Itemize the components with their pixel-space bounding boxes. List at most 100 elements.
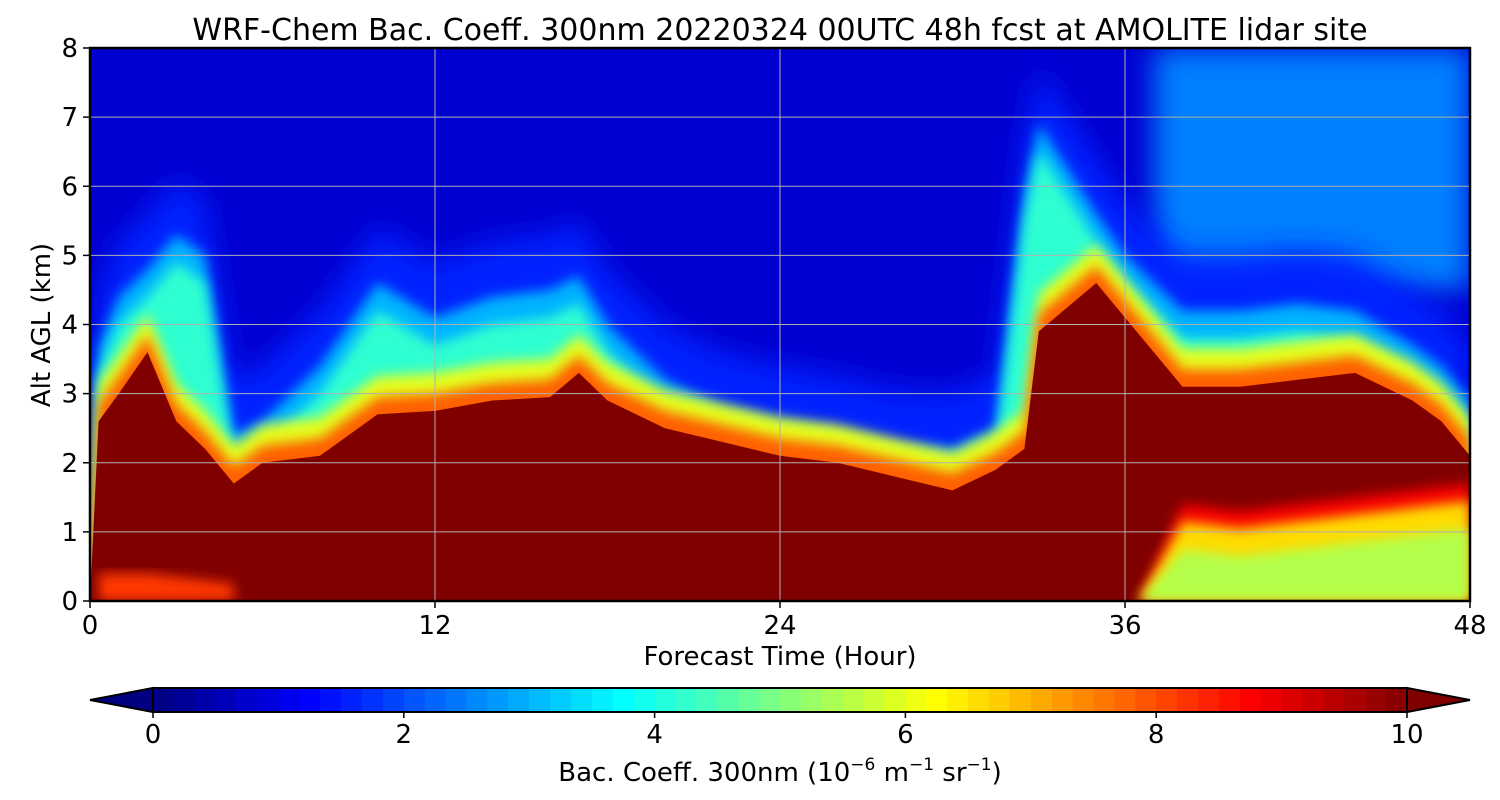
colorbar-segment <box>403 688 426 712</box>
x-tick-label: 12 <box>418 611 451 641</box>
colorbar-segment <box>696 688 718 712</box>
colorbar-label-exp2: −1 <box>909 755 934 775</box>
colorbar-segment <box>1281 688 1304 712</box>
y-tick-label: 5 <box>61 241 78 271</box>
colorbar-segment <box>1135 688 1157 712</box>
colorbar-label: Bac. Coeff. 300nm (10−6 m−1 sr−1) <box>558 755 1001 788</box>
colorbar-segment <box>1093 688 1115 712</box>
colorbar-segment <box>1030 688 1053 712</box>
colorbar-label-end: ) <box>992 758 1002 788</box>
y-axis-label: Alt AGL (km) <box>27 243 57 407</box>
colorbar-tick-label: 2 <box>396 720 413 750</box>
colorbar-segment <box>1009 688 1032 712</box>
colorbar-segment <box>884 688 906 712</box>
colorbar <box>89 686 1471 714</box>
colorbar-tick-label: 6 <box>897 720 914 750</box>
colorbar-segment <box>738 688 760 712</box>
y-axis: 0 1 2 3 4 5 6 7 8 <box>61 34 90 617</box>
colorbar-segment <box>821 688 844 712</box>
y-tick-label: 7 <box>61 103 78 133</box>
colorbar-segment <box>341 688 363 712</box>
colorbar-segment <box>1177 688 1199 712</box>
colorbar-segment <box>633 688 656 712</box>
colorbar-segment <box>905 688 927 712</box>
colorbar-segment <box>173 688 196 712</box>
chart-title: WRF-Chem Bac. Coeff. 300nm 20220324 00UT… <box>192 13 1367 48</box>
colorbar-extend-low <box>89 686 154 714</box>
colorbar-label-exp3: −1 <box>967 755 992 775</box>
x-tick-label: 0 <box>82 611 99 641</box>
colorbar-segment <box>1344 688 1366 712</box>
y-tick-label: 8 <box>61 34 78 64</box>
colorbar-segment <box>487 688 509 712</box>
colorbar-segment <box>1386 688 1408 712</box>
colorbar-segment <box>780 688 802 712</box>
colorbar-segment <box>1302 688 1324 712</box>
colorbar-label-mid: m <box>875 758 909 788</box>
colorbar-segment <box>654 688 677 712</box>
colorbar-label-mid2: sr <box>934 758 967 788</box>
lower-layer <box>1139 528 1470 601</box>
colorbar-frame <box>152 687 1408 713</box>
x-axis: 0 12 24 36 48 <box>82 601 1487 641</box>
colorbar-segment <box>571 688 593 712</box>
y-tick-label: 3 <box>61 380 78 410</box>
colorbar-segment <box>278 688 300 712</box>
colorbar-segment <box>424 688 447 712</box>
x-tick-label: 48 <box>1453 611 1486 641</box>
colorbar-segment <box>800 688 823 712</box>
colorbar-segment <box>153 688 175 712</box>
colorbar-segment <box>612 688 635 712</box>
colorbar-segment <box>1072 688 1095 712</box>
colorbar-ticks: 0 2 4 6 8 10 <box>145 712 1424 750</box>
colorbar-segment <box>591 688 614 712</box>
x-tick-label: 36 <box>1108 611 1141 641</box>
colorbar-segment <box>215 688 238 712</box>
colorbar-segment <box>529 688 551 712</box>
colorbar-segment <box>968 688 990 712</box>
colorbar-segment <box>926 688 948 712</box>
colorbar-segment <box>194 688 217 712</box>
colorbar-segment <box>299 688 321 712</box>
colorbar-segment <box>842 688 865 712</box>
colorbar-segment <box>1239 688 1262 712</box>
colorbar-segment <box>257 688 279 712</box>
colorbar-segment <box>382 688 405 712</box>
colorbar-segment <box>863 688 886 712</box>
near-surface-layer <box>98 573 234 601</box>
y-tick-label: 1 <box>61 518 78 548</box>
colorbar-segment <box>759 688 781 712</box>
colorbar-tick-label: 4 <box>646 720 663 750</box>
colorbar-segment <box>1218 688 1241 712</box>
colorbar-tick-label: 8 <box>1148 720 1165 750</box>
x-tick-label: 24 <box>763 611 796 641</box>
colorbar-segment <box>947 688 969 712</box>
colorbar-segment <box>1323 688 1345 712</box>
colorbar-segment <box>362 688 384 712</box>
colorbar-tick-label: 10 <box>1390 720 1423 750</box>
upper-plume <box>1153 48 1470 290</box>
y-tick-label: 6 <box>61 172 78 202</box>
colorbar-segment <box>1051 688 1074 712</box>
y-tick-label: 2 <box>61 449 78 479</box>
colorbar-segment <box>320 688 342 712</box>
colorbar-segment <box>1198 688 1220 712</box>
colorbar-segment <box>1260 688 1283 712</box>
y-tick-label: 4 <box>61 311 78 341</box>
colorbar-segment <box>717 688 739 712</box>
y-tick-label: 0 <box>61 587 78 617</box>
colorbar-segment <box>989 688 1011 712</box>
colorbar-segment <box>466 688 488 712</box>
colorbar-label-exp1: −6 <box>850 755 875 775</box>
colorbar-segment <box>675 688 697 712</box>
colorbar-label-main: Bac. Coeff. 300nm (10 <box>558 758 850 788</box>
colorbar-segment <box>236 688 259 712</box>
colorbar-tick-label: 0 <box>145 720 162 750</box>
grid <box>90 48 1470 601</box>
colorbar-segment <box>550 688 572 712</box>
colorbar-segment <box>508 688 530 712</box>
x-axis-label: Forecast Time (Hour) <box>643 642 916 672</box>
colorbar-segment <box>1156 688 1178 712</box>
colorbar-extend-high <box>1406 686 1471 714</box>
